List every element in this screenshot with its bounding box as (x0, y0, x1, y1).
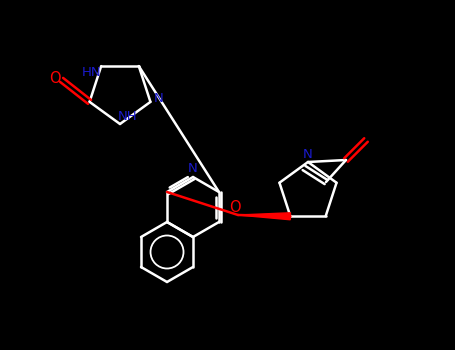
Text: O: O (229, 199, 241, 215)
Polygon shape (238, 213, 290, 220)
Text: O: O (49, 71, 61, 86)
Text: N: N (153, 92, 163, 105)
Text: NH: NH (118, 111, 138, 124)
Text: N: N (303, 147, 313, 161)
Text: N: N (188, 161, 198, 175)
Text: HN: HN (81, 65, 101, 79)
